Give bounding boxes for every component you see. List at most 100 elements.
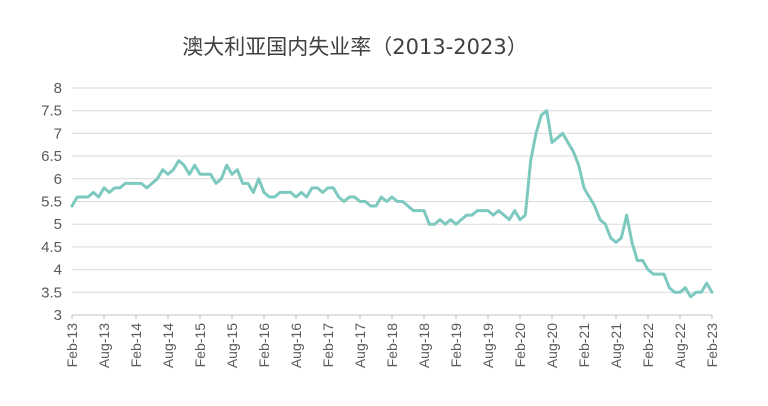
data-point <box>556 136 559 140</box>
data-point <box>513 209 516 212</box>
x-tick-label: Aug-14 <box>160 323 176 368</box>
data-point <box>348 195 351 199</box>
plot-area <box>70 109 714 299</box>
data-point <box>428 223 431 226</box>
data-point <box>673 291 676 294</box>
data-point <box>369 204 372 208</box>
data-point <box>550 141 554 144</box>
data-point <box>396 200 399 203</box>
data-point <box>652 272 655 276</box>
data-point <box>342 200 346 203</box>
data-point <box>220 177 223 180</box>
data-point <box>113 186 116 190</box>
data-point <box>198 173 202 176</box>
data-point <box>300 191 303 194</box>
data-point <box>172 168 175 171</box>
data-point <box>81 195 84 199</box>
data-point <box>380 195 383 199</box>
data-point <box>609 236 612 240</box>
data-point <box>518 218 522 221</box>
x-tick-label: Aug-15 <box>224 323 240 368</box>
data-point <box>161 168 164 171</box>
x-tick-label: Aug-18 <box>416 323 432 368</box>
data-point <box>412 209 415 212</box>
data-point <box>534 132 538 135</box>
data-point <box>508 218 511 221</box>
y-tick-label: 3.5 <box>41 284 62 301</box>
data-point <box>497 209 500 212</box>
y-tick-label: 5.5 <box>41 194 62 211</box>
data-point <box>540 114 543 117</box>
data-point <box>188 173 191 176</box>
data-point <box>636 259 639 262</box>
data-point <box>310 186 314 190</box>
data-point <box>438 218 442 221</box>
data-point <box>657 272 660 276</box>
data-point <box>481 209 484 212</box>
data-point <box>449 218 452 221</box>
data-point <box>444 223 447 226</box>
data-point <box>582 186 586 190</box>
data-point <box>353 195 356 199</box>
data-point <box>177 159 180 162</box>
x-tick-label: Feb-17 <box>320 323 336 368</box>
data-point <box>577 163 580 167</box>
x-tick-label: Feb-13 <box>64 323 80 368</box>
y-tick-label: 3 <box>54 307 62 324</box>
data-point <box>625 213 628 217</box>
x-tick-label: Feb-23 <box>704 323 720 368</box>
data-point <box>401 200 404 203</box>
y-tick-label: 4.5 <box>41 239 62 256</box>
x-tick-label: Feb-18 <box>384 323 400 368</box>
data-point <box>257 177 260 180</box>
unemployment-rate-line <box>70 109 714 299</box>
data-point <box>572 150 575 153</box>
x-tick-label: Feb-14 <box>128 323 144 368</box>
data-point <box>668 286 671 289</box>
x-axis: Feb-13 Aug-13 Feb-14 Aug-14 Feb-15 Aug-15 Feb-… <box>64 315 720 368</box>
x-tick-label: Aug-22 <box>672 323 688 368</box>
data-point <box>694 291 698 294</box>
data-point <box>460 218 463 221</box>
data-point <box>385 200 388 203</box>
y-tick-label: 5 <box>54 216 62 233</box>
x-tick-label: Aug-21 <box>608 323 624 368</box>
y-tick-label: 6.5 <box>41 148 62 165</box>
data-point <box>561 132 564 135</box>
data-point <box>454 223 458 226</box>
data-point <box>262 191 266 194</box>
data-point <box>284 191 287 194</box>
data-point <box>86 195 90 199</box>
data-point <box>102 186 106 190</box>
data-point <box>689 295 692 299</box>
data-point <box>145 186 148 190</box>
data-point <box>374 204 378 208</box>
data-point <box>193 163 196 167</box>
data-point <box>678 291 682 294</box>
data-point <box>294 195 298 199</box>
x-tick-label: Aug-20 <box>544 323 560 368</box>
x-tick-label: Feb-19 <box>448 323 464 368</box>
grid-lines <box>72 87 712 316</box>
data-point <box>358 200 362 203</box>
data-point <box>492 213 495 217</box>
data-point <box>97 195 100 199</box>
data-point <box>684 286 687 289</box>
data-point <box>406 204 410 208</box>
x-tick-label: Feb-15 <box>192 323 208 368</box>
data-point <box>620 236 623 240</box>
data-point <box>390 195 394 199</box>
data-point <box>252 191 255 194</box>
data-point <box>486 209 490 212</box>
data-point <box>108 191 111 194</box>
data-point <box>129 182 132 185</box>
data-point <box>92 191 95 194</box>
data-point <box>566 141 570 144</box>
data-point <box>305 195 308 199</box>
data-point <box>166 173 170 176</box>
data-point <box>476 209 479 212</box>
data-point <box>364 200 367 203</box>
data-point <box>337 195 340 199</box>
data-point <box>230 173 234 176</box>
